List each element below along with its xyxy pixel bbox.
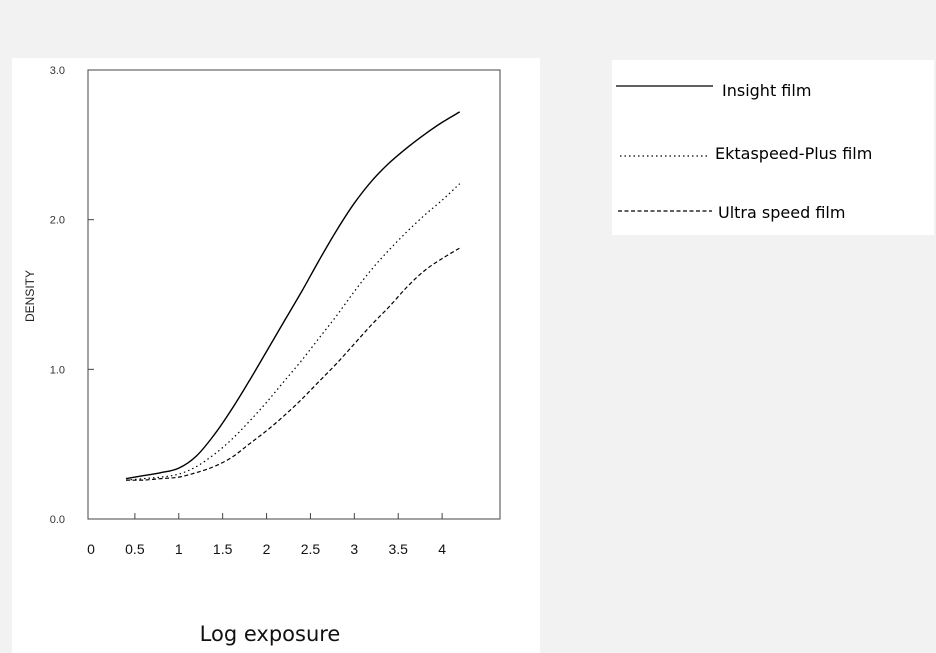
plot-frame: [87, 69, 501, 520]
x-tick-label: 0: [87, 541, 95, 557]
x-tick-label: 0.5: [125, 541, 145, 557]
x-tick-label: 1: [175, 541, 183, 557]
x-tick-label: 1.5: [213, 541, 233, 557]
y-axis-label: DENSITY: [23, 270, 37, 322]
x-axis-ticks: 0 0.5 1 1.5 2 2.5 3 3.5 4: [87, 513, 446, 557]
series-line-dotted: [126, 183, 461, 481]
x-axis-label: Log exposure: [200, 622, 341, 646]
y-tick-label: 3.0: [50, 65, 65, 77]
legend-panel: [612, 60, 934, 235]
series-line-dashed: [126, 247, 460, 481]
x-tick-label: 3: [350, 541, 358, 557]
series-line-solid: [125, 111, 461, 480]
legend-label: Ektaspeed-Plus film: [715, 144, 872, 163]
series-lines: [125, 111, 461, 481]
x-tick-label: 4: [438, 541, 446, 557]
y-tick-label: 0.0: [50, 514, 65, 526]
legend-label: Insight film: [722, 81, 811, 100]
y-axis-ticks: 0.0 1.0 2.0 3.0: [50, 65, 94, 526]
y-tick-label: 1.0: [50, 364, 65, 376]
legend: Insight film Ektaspeed-Plus film Ultra spe…: [616, 81, 872, 222]
y-tick-label: 2.0: [50, 215, 65, 227]
x-tick-label: 2: [263, 541, 271, 557]
x-tick-label: 2.5: [301, 541, 321, 557]
x-tick-label: 3.5: [388, 541, 408, 557]
legend-label: Ultra speed film: [718, 203, 845, 222]
